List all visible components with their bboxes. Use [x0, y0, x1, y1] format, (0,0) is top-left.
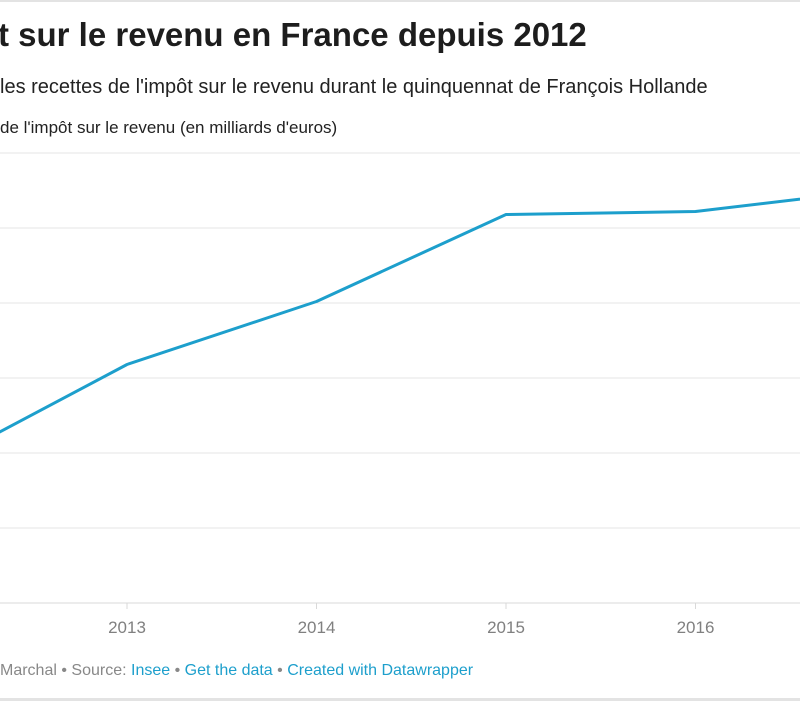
separator: •: [56, 662, 72, 679]
source-link[interactable]: Insee: [131, 662, 171, 679]
datawrapper-link[interactable]: Created with Datawrapper: [287, 662, 474, 679]
footer-author: Marchal: [0, 662, 57, 679]
top-border: [0, 0, 800, 2]
x-tick-label: 2015: [487, 618, 525, 637]
y-axis-label: de l'impôt sur le revenu (en milliards d…: [0, 118, 338, 137]
separator: •: [170, 662, 185, 679]
get-data-link[interactable]: Get the data: [184, 662, 273, 679]
separator: •: [272, 662, 288, 679]
x-tick-label: 2013: [108, 618, 146, 637]
bottom-border: [0, 698, 800, 701]
chart-title: t sur le revenu en France depuis 2012: [0, 16, 587, 53]
x-tick-label: 2014: [298, 618, 336, 637]
series-line: [0, 197, 800, 434]
x-tick-label: 2016: [677, 618, 715, 637]
source-label: Source:: [71, 662, 131, 679]
chart-subtitle: les recettes de l'impôt sur le revenu du…: [0, 76, 708, 98]
footer: Marchal • Source: Insee • Get the data •…: [0, 662, 473, 680]
